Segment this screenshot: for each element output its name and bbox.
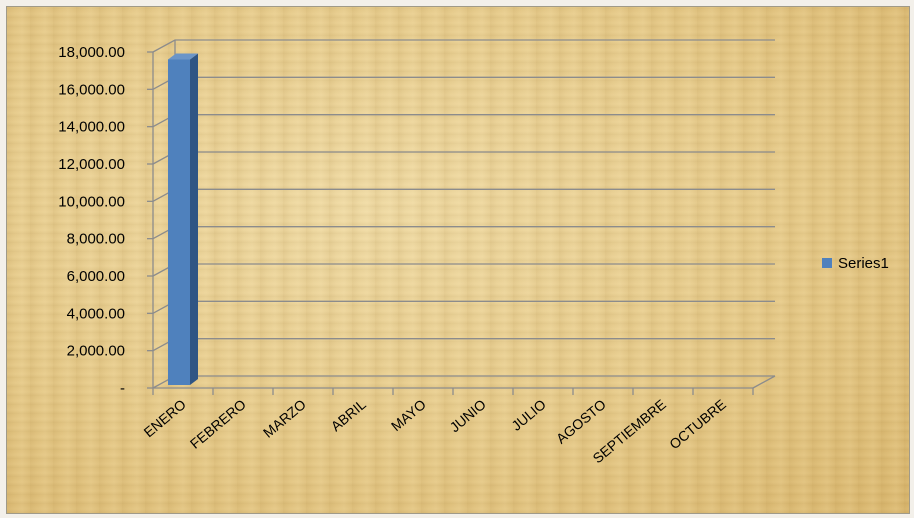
legend-label-series1: Series1 xyxy=(838,255,889,272)
bar-enero xyxy=(168,53,198,385)
x-tick-label: MARZO xyxy=(260,396,309,441)
gridline xyxy=(152,114,775,128)
x-tick-label: FEBRERO xyxy=(187,396,249,452)
y-tick-label: 2,000.00 xyxy=(67,343,125,360)
y-tick-label: 16,000.00 xyxy=(58,81,125,98)
y-tick-label: - xyxy=(120,380,125,397)
legend-swatch-series1 xyxy=(822,258,832,268)
gridline xyxy=(152,151,775,165)
x-tick-label: ENERO xyxy=(140,396,189,440)
bar-side xyxy=(190,53,198,385)
bar-top xyxy=(168,53,198,60)
gridline xyxy=(152,338,775,352)
x-tick-label: JULIO xyxy=(508,396,549,434)
y-tick-label: 10,000.00 xyxy=(58,193,125,210)
gridline xyxy=(152,39,775,53)
x-tick-label: OCTUBRE xyxy=(666,396,729,452)
y-tick-label: 14,000.00 xyxy=(58,119,125,136)
gridline xyxy=(152,226,775,240)
floor-right-edge xyxy=(752,375,776,389)
y-axis-tick-labels: - 2,000.00 4,000.00 6,000.00 8,000.00 10,000.… xyxy=(58,44,125,397)
chart-area xyxy=(6,6,910,514)
x-tick-label: JUNIO xyxy=(446,396,489,435)
bar-front xyxy=(168,59,190,385)
gridline xyxy=(152,76,775,90)
gridline xyxy=(152,263,775,277)
y-tick-label: 8,000.00 xyxy=(67,231,125,248)
gridline xyxy=(152,375,775,389)
legend: Series1 xyxy=(822,255,889,272)
gridline xyxy=(152,188,775,202)
gridlines xyxy=(152,39,775,389)
y-tick-label: 12,000.00 xyxy=(58,156,125,173)
x-tick-label: ABRIL xyxy=(328,396,369,434)
axes xyxy=(147,40,776,395)
gridline xyxy=(152,300,775,314)
bars xyxy=(168,53,198,385)
x-tick-label: AGOSTO xyxy=(553,396,609,447)
y-tick-label: 6,000.00 xyxy=(67,268,125,285)
x-tick-label: MAYO xyxy=(388,396,429,434)
y-tick-label: 18,000.00 xyxy=(58,44,125,61)
y-tick-label: 4,000.00 xyxy=(67,305,125,322)
